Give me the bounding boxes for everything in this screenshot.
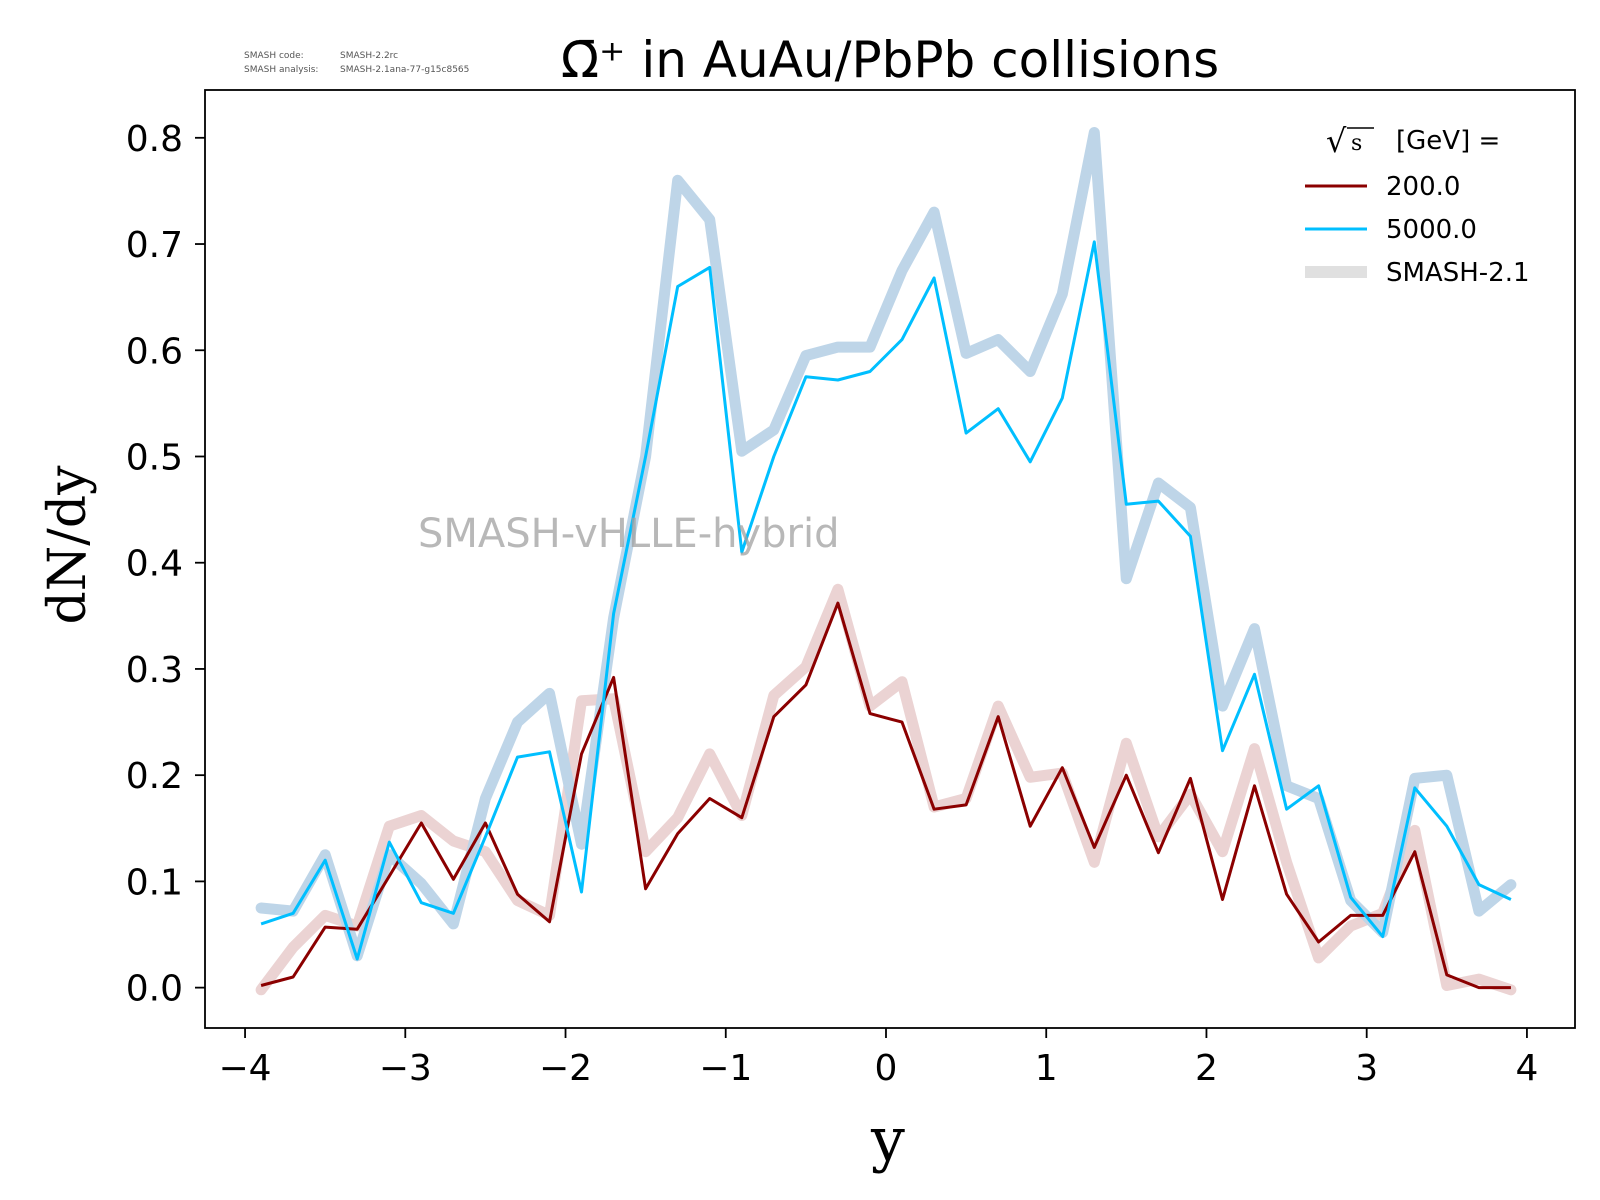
x-tick-label: 1 (1035, 1048, 1058, 1089)
x-tick-label: −3 (379, 1048, 432, 1089)
series-line-5000-0 (260, 240, 1512, 961)
x-tick-label: −2 (539, 1048, 592, 1089)
y-tick-label: 0.5 (126, 437, 183, 478)
x-tick-label: −1 (699, 1048, 752, 1089)
series-line-smash21-ref-5000-0 (255, 127, 1517, 962)
meta-analysis-label: SMASH analysis: (244, 65, 318, 75)
y-tick-label: 0.7 (126, 225, 183, 266)
y-tick-label: 0.0 (126, 969, 183, 1010)
meta-code-value: SMASH-2.2rc (340, 51, 398, 61)
y-tick-label: 0.2 (126, 756, 183, 797)
legend-label-200: 200.0 (1386, 172, 1460, 202)
series-line-smash21-ref-200-0 (255, 583, 1517, 996)
meta-code-label: SMASH code: (244, 51, 304, 61)
x-tick-label: 4 (1515, 1048, 1538, 1089)
watermark: SMASH-vHLLE-hybrid (418, 511, 839, 557)
x-tick-label: 0 (875, 1048, 898, 1089)
plot-frame (204, 89, 1576, 1029)
y-tick-label: 0.3 (126, 650, 183, 691)
x-tick-label: 2 (1195, 1048, 1218, 1089)
y-tick-label: 0.1 (126, 862, 183, 903)
y-tick-label: 0.4 (126, 544, 183, 585)
legend-title-sqrt: √ (1326, 122, 1347, 160)
y-tick-label: 0.8 (126, 119, 183, 160)
legend-title-rest: [GeV] = (1396, 126, 1500, 156)
legend-label-smash21: SMASH-2.1 (1386, 258, 1530, 288)
chart-title: Ω̄⁺ in AuAu/PbPb collisions (561, 31, 1219, 89)
meta-analysis-value: SMASH-2.1ana-77-g15c8565 (340, 65, 469, 75)
series-line-200-0 (260, 601, 1511, 990)
legend-label-5000: 5000.0 (1386, 215, 1477, 245)
x-tick-label: 3 (1355, 1048, 1378, 1089)
y-tick-label: 0.6 (126, 331, 183, 372)
x-axis-label: y (870, 1105, 905, 1175)
tick-layer: −4 −3 −2 −1 0 1 2 3 4 0.0 0.1 0.2 0.3 0.4 0.5 0.6 0.7 0.8 (126, 119, 1539, 1089)
legend: √ s [GeV] = 200.0 5000.0 SMASH-2.1 (1305, 122, 1530, 288)
x-tick-label: −4 (219, 1048, 272, 1089)
y-axis-label: dN/dy (38, 465, 98, 625)
legend-title-s: s (1351, 131, 1362, 156)
series-layer (255, 127, 1517, 996)
